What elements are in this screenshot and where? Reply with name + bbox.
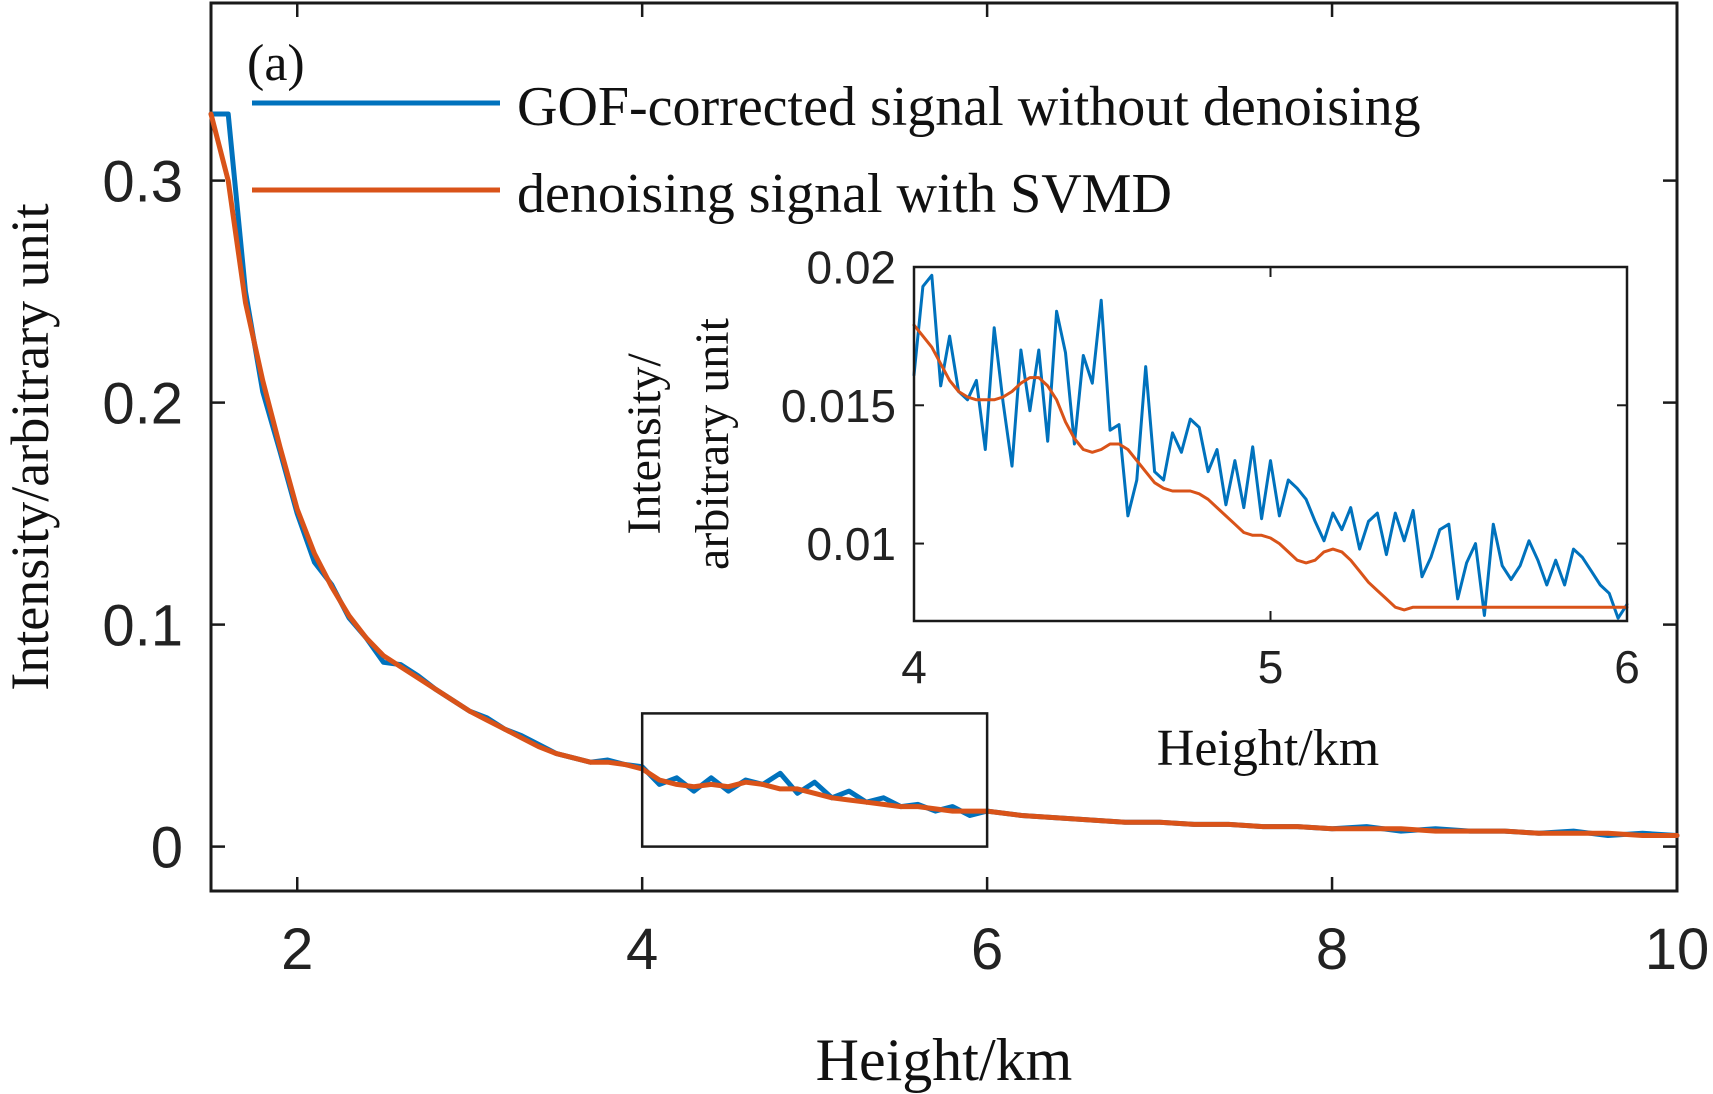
inset-tick-labels: 4 5 6 0.01 0.015 0.02 bbox=[781, 242, 1640, 693]
inset-y-axis-label: Intensity/ arbitrary unit bbox=[618, 317, 739, 570]
y-tick-label: 0.2 bbox=[102, 371, 183, 436]
main-tick-labels: 2 4 6 8 10 0 0.1 0.2 0.3 bbox=[102, 149, 1709, 982]
series-line-1 bbox=[208, 111, 1680, 838]
x-tick-label: 10 bbox=[1645, 917, 1710, 982]
inset-ticks bbox=[913, 266, 1628, 621]
legend: GOF-corrected signal without denoising d… bbox=[252, 76, 1421, 225]
y-tick-label: 0 bbox=[151, 815, 183, 880]
legend-label-gof: GOF-corrected signal without denoising bbox=[517, 76, 1421, 138]
y-tick-label: 0.3 bbox=[102, 149, 183, 214]
series-line-1 bbox=[912, 323, 1629, 612]
inset-series bbox=[912, 273, 1629, 620]
main-ticks bbox=[211, 3, 1679, 891]
y-tick-label: 0.02 bbox=[806, 242, 896, 294]
y-tick-label: 0.01 bbox=[806, 518, 896, 570]
inset-background bbox=[914, 267, 1627, 621]
inset-y-axis-label-line1: Intensity/ bbox=[618, 353, 671, 535]
zoom-box bbox=[640, 712, 989, 848]
x-tick-label: 5 bbox=[1258, 641, 1284, 693]
y-tick-label: 0.1 bbox=[102, 593, 183, 658]
panel-label: (a) bbox=[247, 35, 305, 92]
inset-y-axis-label-line2: arbitrary unit bbox=[686, 317, 739, 570]
x-tick-label: 8 bbox=[1316, 917, 1348, 982]
main-series bbox=[208, 111, 1680, 838]
series-line-0 bbox=[912, 273, 1629, 620]
inset-x-axis-label: Height/km bbox=[1157, 720, 1379, 777]
main-y-axis-label: Intensity/arbitrary unit bbox=[0, 203, 60, 690]
x-tick-label: 2 bbox=[281, 917, 313, 982]
x-tick-label: 6 bbox=[971, 917, 1003, 982]
x-tick-label: 4 bbox=[901, 641, 927, 693]
main-x-axis-label: Height/km bbox=[816, 1027, 1073, 1093]
y-tick-label: 0.015 bbox=[781, 380, 896, 432]
x-tick-label: 4 bbox=[626, 917, 658, 982]
x-tick-label: 6 bbox=[1614, 641, 1640, 693]
main-plot-frame bbox=[209, 1, 1679, 893]
legend-label-svmd: denoising signal with SVMD bbox=[517, 163, 1172, 225]
